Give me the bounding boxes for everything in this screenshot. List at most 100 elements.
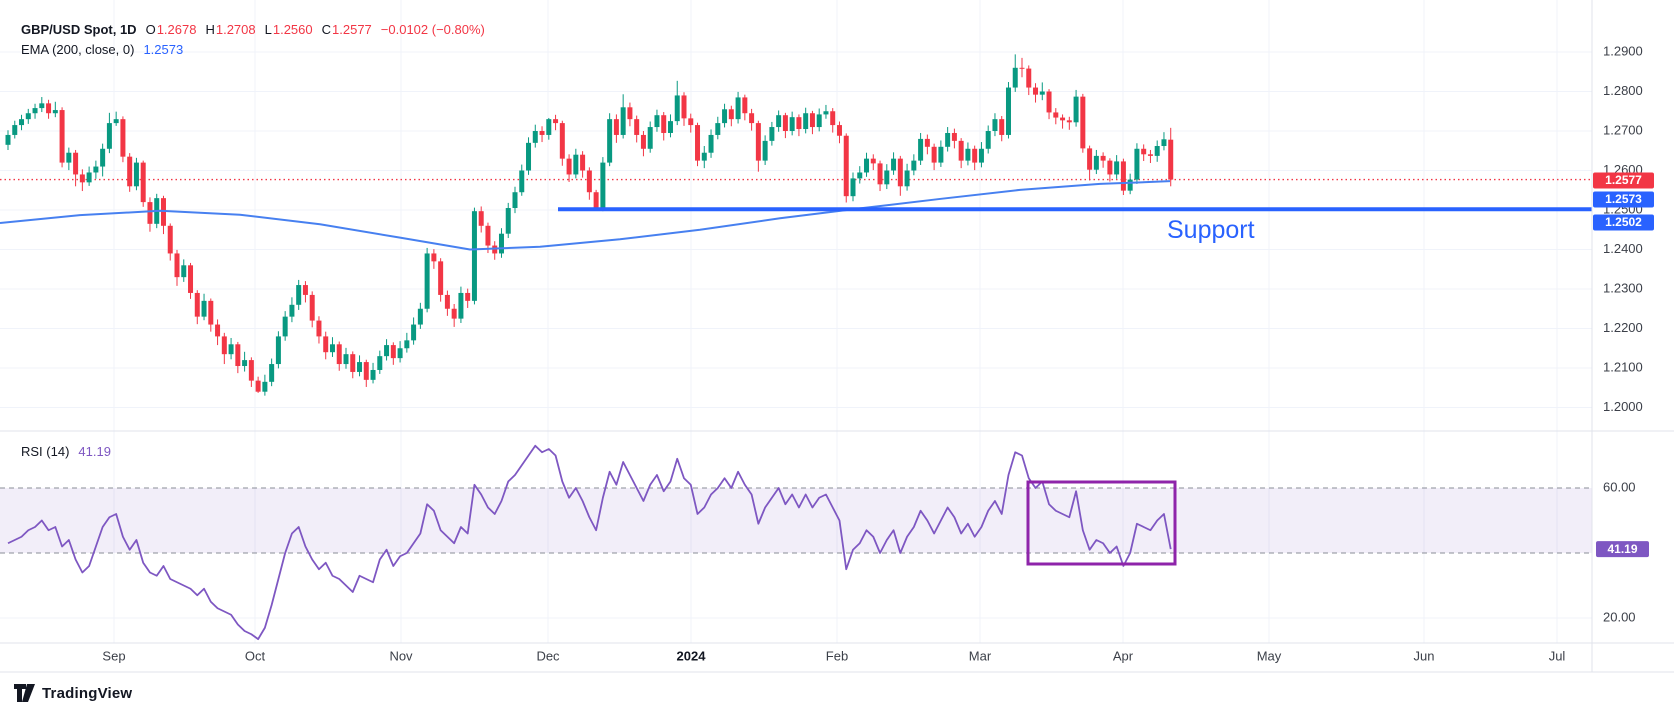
support-price-badge [1593, 214, 1654, 231]
candle-body [390, 345, 396, 359]
candle-body [634, 119, 640, 135]
price-axis-label: 1.2100 [1603, 359, 1643, 374]
candle-body [1005, 87, 1011, 135]
candle-body [323, 336, 329, 353]
candle-body [208, 300, 214, 325]
candle-body [431, 253, 437, 262]
candle-body [789, 117, 795, 131]
candle-body [1168, 139, 1174, 180]
candle-body [39, 103, 45, 109]
time-axis-label: Sep [102, 648, 125, 663]
candle-body [559, 123, 565, 159]
candle-body [66, 152, 72, 163]
rsi-axis-label: 60.00 [1603, 479, 1636, 494]
candle-body [350, 354, 356, 372]
candle-body [248, 360, 254, 381]
price-axis-label: 1.2700 [1603, 122, 1643, 137]
candle-body [532, 131, 538, 143]
candle-body [681, 95, 687, 119]
candle-body [1019, 67, 1025, 69]
candle-body [1093, 155, 1099, 170]
candle-body [106, 123, 112, 149]
candle-body [985, 131, 991, 149]
candle-body [309, 294, 315, 321]
candle-body [553, 119, 559, 124]
candle-body [857, 172, 863, 179]
candle-body [127, 156, 133, 187]
candle-body [945, 132, 951, 147]
candle-body [823, 111, 829, 115]
symbol-legend[interactable]: GBP/USD Spot, 1D O 1.2678 H 1.2708 L 1.2560… [21, 22, 485, 37]
candle-body [593, 192, 599, 209]
candle-body [1046, 91, 1052, 113]
candle-body [992, 119, 998, 131]
rsi-value-badge-text: 41.19 [1607, 542, 1637, 556]
candle-body [843, 135, 849, 197]
candle-body [19, 119, 25, 126]
candle-body [471, 211, 477, 301]
rsi-line[interactable] [7, 444, 1172, 641]
candle-body [573, 154, 579, 175]
candle-body [296, 285, 302, 305]
candle-body [1114, 161, 1120, 175]
candle-body [1134, 148, 1140, 180]
candle-body [512, 192, 518, 209]
time-axis-label: May [1257, 648, 1282, 663]
candle-body [79, 174, 85, 183]
candle-body [999, 119, 1005, 135]
tradingview-watermark[interactable]: TradingView [14, 684, 132, 702]
rsi-legend[interactable]: RSI (14) 41.19 [21, 444, 111, 459]
ema-value-badge-text: 1.2573 [1605, 192, 1642, 206]
candle-body [667, 121, 673, 133]
time-axis-label: Jul [1549, 648, 1566, 663]
tradingview-logo-icon [14, 684, 35, 702]
candle-body [46, 103, 52, 114]
candle-body [1161, 139, 1167, 147]
candle-body [120, 119, 126, 157]
candle-body [586, 170, 592, 193]
candle-body [701, 152, 707, 161]
support-price-badge-text: 1.2502 [1605, 215, 1642, 229]
candle-body [755, 123, 761, 161]
support-annotation-label[interactable]: Support [1167, 216, 1255, 244]
candle-body [661, 115, 667, 133]
candle-body [269, 364, 275, 382]
candle-body [749, 113, 755, 124]
candle-body [357, 362, 363, 372]
candle-body [59, 110, 65, 163]
candle-body [972, 148, 978, 163]
candle-body [708, 134, 714, 153]
ohlc-low: L 1.2560 [264, 22, 313, 37]
candle-body [803, 113, 809, 130]
time-axis-label: Mar [969, 648, 992, 663]
ema-legend[interactable]: EMA (200, close, 0) 1.2573 [21, 42, 183, 57]
candle-body [424, 253, 430, 309]
ema-200-line[interactable] [0, 180, 1171, 251]
candle-body [444, 294, 450, 309]
rsi-rectangle-annotation[interactable] [1026, 480, 1177, 566]
candle-body [654, 115, 660, 128]
candle-body [1060, 117, 1066, 121]
candle-body [546, 119, 552, 135]
candle-body [938, 146, 944, 163]
candle-body [918, 138, 924, 161]
candle-body [1080, 96, 1086, 149]
candle-body [904, 170, 910, 187]
candle-body [255, 380, 261, 392]
candle-body [1154, 146, 1160, 156]
candle-body [363, 362, 369, 380]
candle-body [5, 134, 11, 145]
rsi-legend-value: 41.19 [78, 444, 111, 459]
candle-body [715, 123, 721, 135]
candle-body [607, 119, 613, 163]
last-price-badge-text: 1.2577 [1605, 173, 1642, 187]
time-axis-label: 2024 [677, 648, 707, 663]
candle-body [539, 131, 545, 135]
candle-body [1147, 154, 1153, 156]
price-axis-label: 1.2900 [1603, 43, 1643, 58]
candle-body [722, 109, 728, 124]
candle-body [100, 148, 106, 167]
candle-body [640, 134, 646, 149]
candle-body [302, 285, 308, 295]
price-chart-canvas[interactable]: 1.29001.28001.27001.26001.25001.24001.23… [0, 0, 1674, 680]
